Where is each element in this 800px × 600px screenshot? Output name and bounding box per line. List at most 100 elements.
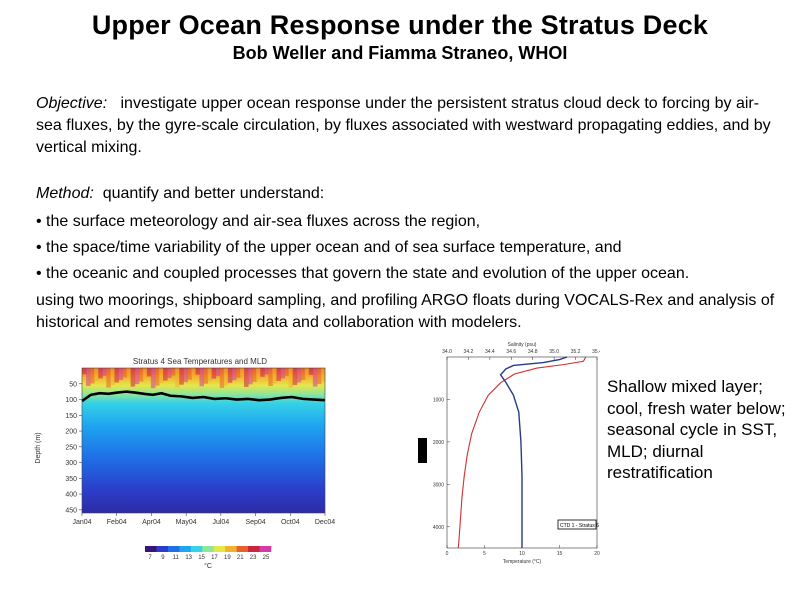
profile-top-tick-label: 35.4 <box>592 349 600 355</box>
colorbar-tick-label: 11 <box>173 555 180 561</box>
heatmap-ytick-label: 250 <box>65 444 77 451</box>
heatmap-warm-layer-cell <box>239 368 245 376</box>
heatmap-warm-layer-cell <box>203 368 209 384</box>
heatmap-xtick-label: Dec04 <box>315 519 335 526</box>
heatmap-body <box>82 368 325 513</box>
heatmap-ytick-label: 200 <box>65 429 77 436</box>
heatmap-ytick-label: 300 <box>65 460 77 467</box>
heatmap-warm-layer-cell <box>244 368 249 387</box>
profile-top-tick-label: 34.8 <box>528 349 538 355</box>
heatmap-warm-layer-cell <box>94 368 99 381</box>
colorbar-unit-label: °C <box>204 562 212 570</box>
heatmap-warm-layer-cell <box>223 368 229 386</box>
heatmap-xtick-label: Oct04 <box>281 519 300 526</box>
profile-ytick-label: 3000 <box>433 482 444 488</box>
profile-ytick-label: 1000 <box>433 397 444 403</box>
heatmap-xtick-label: May04 <box>176 519 197 526</box>
colorbar-swatch <box>190 546 203 552</box>
heatmap-warm-layer-cell <box>134 368 140 385</box>
colorbar-tick-label: 9 <box>161 555 165 561</box>
heatmap-frame <box>81 367 326 514</box>
heatmap-xtick-label: Feb04 <box>107 519 127 526</box>
heatmap-warm-layer-cell <box>183 368 188 383</box>
profile-top-tick-label: 34.4 <box>485 349 495 355</box>
heatmap-warm-layer-cell <box>320 368 326 382</box>
profile-xtick-label: 15 <box>557 551 563 557</box>
heatmap-warm-layer-cell <box>150 368 156 389</box>
colorbar-swatch <box>202 546 215 552</box>
heatmap-ytick-label: 100 <box>65 397 77 404</box>
heatmap-warm-layer-cell <box>179 368 184 385</box>
heatmap-warm-layer-cell <box>114 368 119 383</box>
heatmap-warm-layer-cell <box>199 368 204 387</box>
heatmap-warm-layer-cell <box>126 368 132 375</box>
heatmap-warm-layer-cell <box>118 368 123 380</box>
heatmap-warm-layer-cell <box>187 368 192 380</box>
heatmap-ytick-label: 350 <box>65 476 77 483</box>
profile-xtick-label: 5 <box>483 551 486 557</box>
heatmap-warm-layer-cell <box>138 368 144 382</box>
heatmap-warm-layer-cell <box>260 368 265 377</box>
heatmap-warm-layer-cell <box>86 368 91 386</box>
colorbar-swatch <box>236 546 249 552</box>
profile-top-tick-label: 34.6 <box>506 349 516 355</box>
profile-xlabel: Temperature (°C) <box>503 559 542 565</box>
colorbar-swatch <box>248 546 260 552</box>
colorbar-tick-label: 25 <box>263 555 270 561</box>
objective-label: Objective: <box>36 95 108 112</box>
profile-top-tick-label: 35.0 <box>549 349 559 355</box>
heatmap-warm-layer-cell <box>195 368 200 375</box>
heatmap-warm-layer-cell <box>130 368 136 387</box>
heatmap-warm-layer-cell <box>308 368 314 375</box>
heatmap-warm-layer-cell <box>171 368 176 376</box>
heatmap-warm-layer-cell <box>207 368 213 382</box>
colorbar-tick-label: 15 <box>198 555 205 561</box>
heatmap-warm-layer-cell <box>252 368 257 382</box>
side-note: Shallow mixed layer; cool, fresh water b… <box>607 377 786 482</box>
heatmap-warm-layer-cell <box>122 368 128 378</box>
heatmap-warm-layer-cell <box>248 368 253 385</box>
profile-top-tick-label: 34.2 <box>464 349 474 355</box>
mld-line <box>81 390 326 403</box>
heatmap-warm-layer-cell <box>316 368 322 385</box>
heatmap-warm-layer-cell <box>175 368 180 388</box>
heatmap-warm-layer-cell <box>256 368 261 380</box>
heatmap-warm-layer-cell <box>215 368 221 377</box>
profile-ytick-label: 4000 <box>433 525 444 531</box>
heatmap-warm-layer-cell <box>272 368 277 384</box>
heatmap-warm-layer-cell <box>296 368 302 383</box>
slide-title: Upper Ocean Response under the Stratus D… <box>91 10 709 40</box>
colorbar-swatch <box>179 546 192 552</box>
heatmap-ytick-label: 150 <box>65 413 77 420</box>
heatmap-title: Stratus 4 Sea Temperatures and MLD <box>133 357 267 366</box>
heatmap-warm-layer-cell <box>191 368 196 378</box>
colorbar-swatch <box>259 546 272 552</box>
colorbar-tick-label: 7 <box>148 555 152 561</box>
heatmap-warm-layer-cell <box>142 368 148 380</box>
heatmap-xtick-label: Apr04 <box>142 519 161 526</box>
heatmap-warm-layer-cell <box>304 368 310 378</box>
heatmap-warm-layer-cell <box>154 368 160 386</box>
heatmap-xtick-label: Sep04 <box>245 519 265 526</box>
method-label: Method: <box>36 185 94 202</box>
colorbar-tick-label: 21 <box>237 555 244 561</box>
heatmap-warm-layer-cell <box>146 368 152 377</box>
colorbar-swatch <box>213 546 226 552</box>
heatmap-warm-layer-cell <box>300 368 306 380</box>
method-bullet: • the space/time variability of the uppe… <box>36 239 622 256</box>
heatmap-xtick-label: Jul04 <box>212 519 229 526</box>
heatmap-warm-layer-cell <box>264 368 269 375</box>
method-text: quantify and better understand: <box>102 185 325 202</box>
heatmap-warm-layer-cell <box>280 368 285 379</box>
heatmap-ytick-label: 450 <box>65 507 77 514</box>
heatmap-warm-layer-cell <box>268 368 273 386</box>
salinity-profile-line <box>499 356 568 548</box>
colorbar-tick-label: 13 <box>185 555 192 561</box>
slide-authors: Bob Weller and Fiamma Straneo, WHOI <box>232 43 568 63</box>
sea-temperature-heatmap-chart: Stratus 4 Sea Temperatures and MLD Depth… <box>35 357 335 570</box>
heatmap-warm-layer-cell <box>235 368 241 378</box>
heatmap-warm-layer-cell <box>292 368 298 386</box>
colorbar-tick-label: 19 <box>224 555 231 561</box>
heatmap-warm-layer-cell <box>227 368 233 383</box>
profile-xtick-label: 20 <box>594 551 600 557</box>
